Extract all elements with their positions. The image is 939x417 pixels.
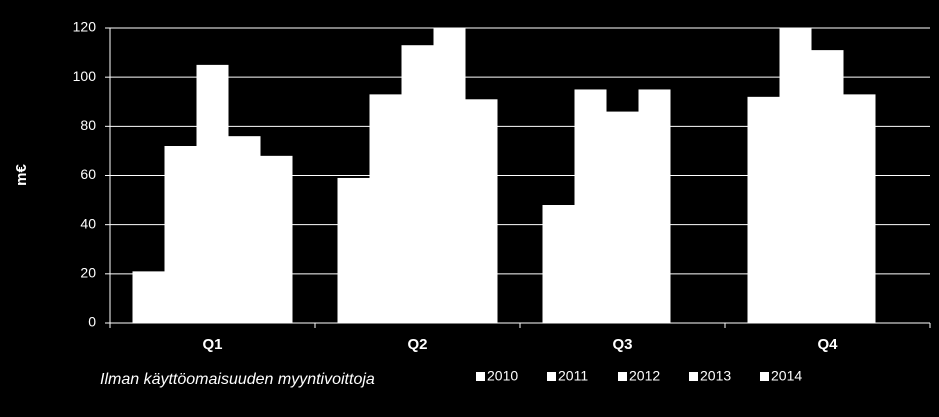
bar: [542, 205, 575, 323]
bar: [638, 89, 671, 323]
bar: [260, 155, 293, 323]
y-tick-label: 40: [80, 215, 96, 231]
y-axis-label: m€: [13, 164, 30, 186]
x-tick-label: Q3: [612, 336, 632, 353]
bar: [843, 94, 876, 323]
bar: [433, 28, 466, 323]
y-tick-label: 80: [80, 117, 96, 133]
legend-label: 2011: [558, 368, 588, 384]
legend-swatch: [689, 372, 698, 381]
bar: [196, 64, 229, 323]
bar: [811, 50, 844, 323]
x-tick-label: Q2: [407, 336, 427, 353]
bar: [228, 136, 261, 323]
bar: [574, 89, 607, 323]
legend-label: 2013: [700, 368, 731, 384]
y-tick-label: 20: [80, 265, 96, 281]
note: Ilman käyttöomaisuuden myyntivoittoja: [100, 371, 375, 388]
legend-swatch: [618, 372, 627, 381]
bar: [132, 271, 165, 323]
y-tick-label: 0: [88, 314, 96, 330]
legend-swatch: [547, 372, 556, 381]
y-tick-label: 60: [80, 166, 96, 182]
bar: [369, 94, 402, 323]
bar: [606, 111, 639, 323]
legend-swatch: [760, 372, 769, 381]
legend-label: 2010: [487, 368, 518, 384]
bar: [401, 45, 434, 323]
bar: [164, 146, 197, 323]
bar: [465, 99, 498, 324]
legend-swatch: [476, 372, 485, 381]
y-tick-label: 100: [73, 68, 97, 84]
x-tick-label: Q1: [202, 336, 222, 353]
y-tick-label: 120: [73, 19, 97, 35]
x-tick-label: Q4: [817, 336, 838, 353]
legend-label: 2014: [771, 368, 802, 384]
legend-label: 2012: [629, 368, 660, 384]
bar: [779, 28, 812, 323]
bar: [337, 177, 370, 323]
bar: [747, 96, 780, 323]
